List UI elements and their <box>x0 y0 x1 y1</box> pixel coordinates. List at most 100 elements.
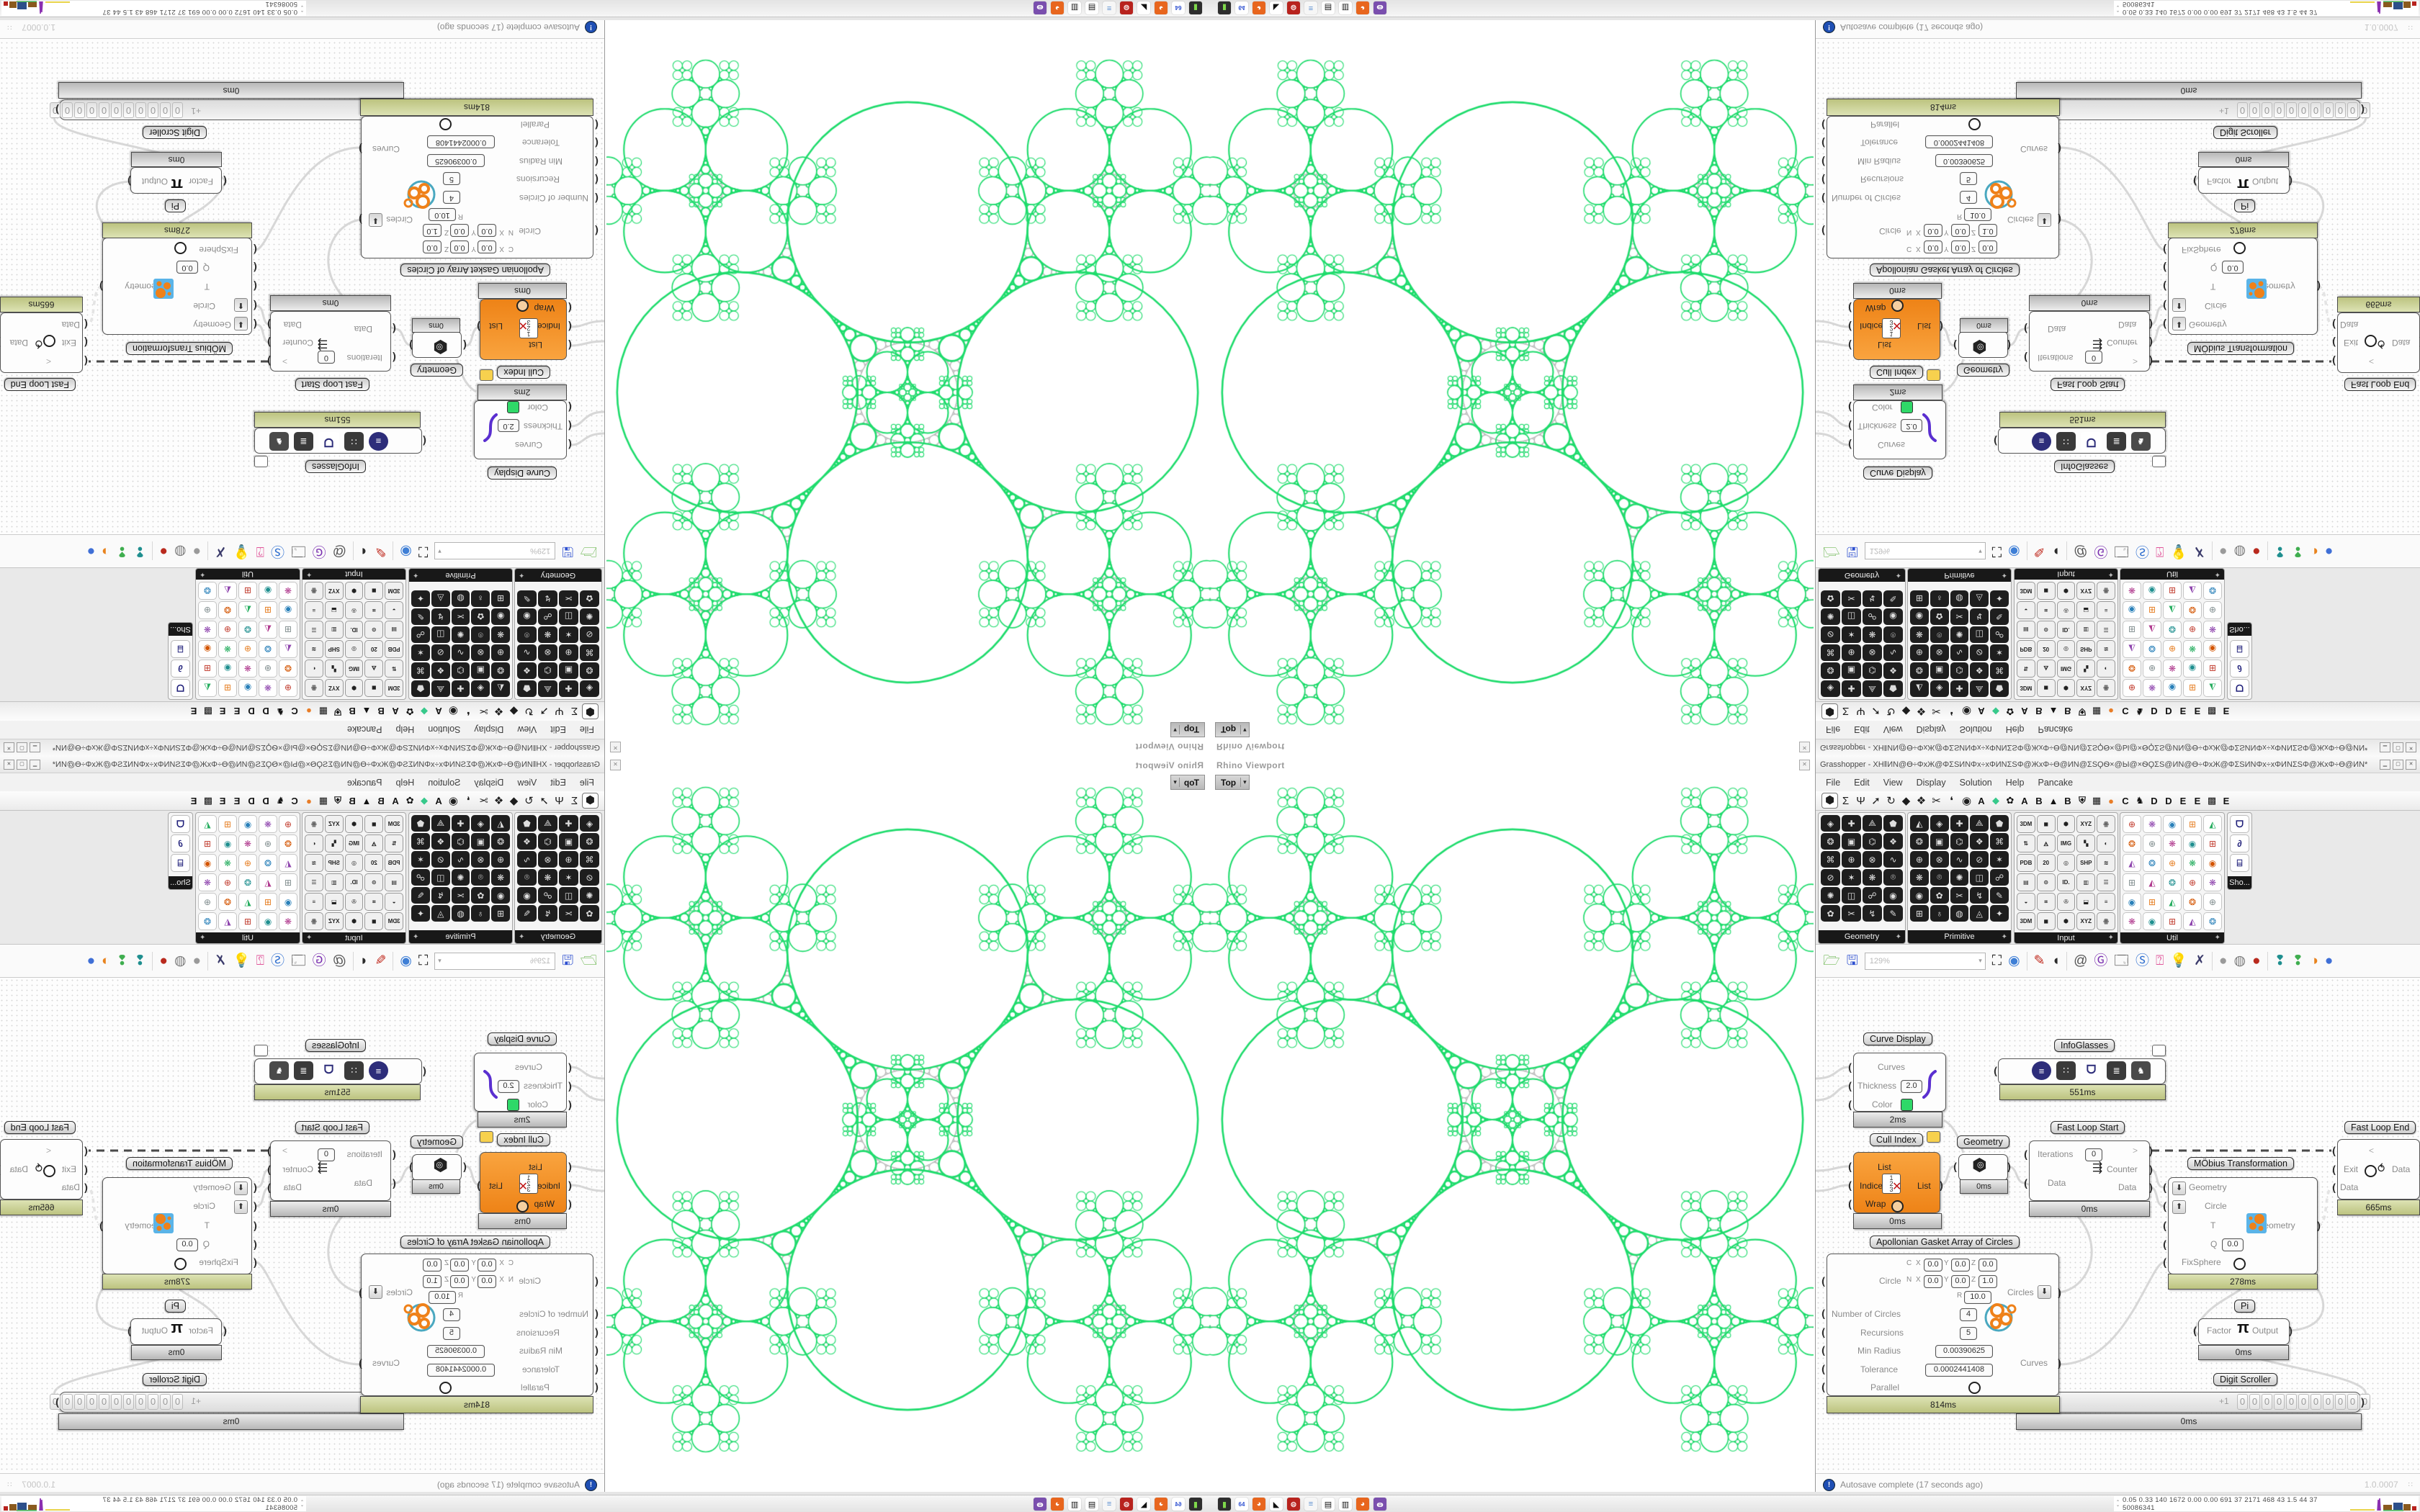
component-icon[interactable]: 🜁 <box>2036 660 2056 678</box>
circles-download-icon[interactable]: ⬇ <box>2038 213 2051 227</box>
component-icon[interactable]: ❋ <box>1910 626 1929 643</box>
component-icon[interactable]: 3DM <box>385 815 403 833</box>
component-icon[interactable]: ⊕ <box>559 644 578 661</box>
viewport-canvas[interactable] <box>1210 756 1814 1490</box>
comment-bubble-icon[interactable] <box>254 456 268 467</box>
component-icon[interactable]: ⊕ <box>2123 815 2141 833</box>
warning-bubble-icon[interactable] <box>1927 369 1940 381</box>
component-icon[interactable]: ≡ <box>305 601 323 619</box>
component-icon[interactable]: ⊞ <box>2163 582 2182 600</box>
menu-item-edit[interactable]: Edit <box>550 724 566 735</box>
infoglasses-tool-icon[interactable]: ⌸ <box>2230 640 2249 658</box>
component-icon[interactable]: ✂ <box>559 590 578 607</box>
node-label-fast-loop-end[interactable]: Fast Loop End <box>4 1121 76 1134</box>
numcircles-value[interactable]: 4 <box>443 191 460 204</box>
digit-cell[interactable]: 0 <box>2274 1394 2285 1410</box>
node-label-fast-loop-end[interactable]: Fast Loop End <box>4 378 76 391</box>
node-label-apollonian[interactable]: Apollonian Gasket Array of Circles <box>400 1236 550 1248</box>
component-icon[interactable]: ❋ <box>2123 912 2141 930</box>
preview-off-icon[interactable]: ● <box>2219 544 2228 559</box>
cx-value[interactable]: 0.0 <box>1924 1259 1942 1272</box>
iterations-value[interactable]: 0 <box>2085 1148 2102 1161</box>
expression-down-icon[interactable]: ⬇ <box>2172 1182 2186 1195</box>
component-icon[interactable]: XYZ <box>324 679 344 697</box>
component-icon[interactable]: ✦ <box>411 590 430 607</box>
color-swatch[interactable] <box>1901 1099 1913 1111</box>
component-icon[interactable]: ❖ <box>517 662 537 679</box>
gha-assembly-icon[interactable]: Ⓖ <box>2094 953 2108 968</box>
component-icon[interactable]: ◭ <box>491 815 510 832</box>
expression-down-icon[interactable]: ⬇ <box>234 1182 248 1195</box>
minimize-button[interactable]: ▁ <box>30 742 40 753</box>
component-icon[interactable]: ◉ <box>2183 660 2202 678</box>
plugin-tab[interactable]: E <box>190 706 197 717</box>
expression-up-icon[interactable]: ⬆ <box>234 1200 248 1214</box>
component-icon[interactable]: ⊕ <box>238 640 257 658</box>
component-icon[interactable]: XYZ <box>2076 582 2096 600</box>
component-icon[interactable]: ⬓ <box>2076 601 2096 619</box>
component-icon[interactable]: ◭ <box>238 893 257 911</box>
plugin-tab[interactable]: ▦ <box>2092 706 2102 717</box>
balloon-green-icon[interactable]: ❢ <box>116 953 128 968</box>
q-value[interactable]: 0.0 <box>2222 1238 2244 1251</box>
component-icon[interactable]: ⊕ <box>2143 660 2161 678</box>
preview-off-icon[interactable]: ● <box>192 544 201 559</box>
component-icon[interactable]: ⊘ <box>431 851 450 868</box>
component-icon[interactable]: ⊙ <box>2036 621 2056 639</box>
component-icon[interactable]: ❖ <box>1883 662 1903 679</box>
digit-cell[interactable]: 0 <box>160 102 171 118</box>
component-icon[interactable]: ❂ <box>2203 582 2222 600</box>
component-icon[interactable]: ◉ <box>517 887 537 904</box>
save-file-icon[interactable]: 🖫 <box>1846 953 1858 968</box>
component-icon[interactable]: ◭ <box>238 601 257 619</box>
infoglasses-tool-icon[interactable]: ⌸ <box>2230 854 2249 872</box>
component-icon[interactable]: ❂ <box>259 854 277 872</box>
plugin-tab[interactable]: B <box>2035 795 2043 806</box>
category-tab-icon[interactable]: Σ <box>1842 705 1850 718</box>
component-icon[interactable]: ◬ <box>431 905 450 922</box>
search-icon[interactable]: Ⓢ <box>2136 953 2150 968</box>
component-icon[interactable]: ◬ <box>1970 590 1989 607</box>
component-icon[interactable]: ☍ <box>1863 887 1882 904</box>
component-icon[interactable]: ❋ <box>198 621 217 639</box>
component-icon[interactable]: ✶ <box>1990 851 2009 868</box>
node-label-cull-index[interactable]: Cull Index <box>1870 366 1923 379</box>
recursions-value[interactable]: 5 <box>443 1327 460 1340</box>
component-icon[interactable]: ▣ <box>1930 662 1949 679</box>
plugin-tab[interactable]: ✿ <box>405 706 414 717</box>
component-icon[interactable]: ⬟ <box>517 680 537 697</box>
component-icon[interactable]: ◫ <box>431 869 450 886</box>
component-icon[interactable]: ❋ <box>538 869 557 886</box>
plugin-tab[interactable]: E <box>2194 706 2201 717</box>
plugin-tab[interactable]: ● <box>306 795 312 806</box>
component-icon[interactable]: ⊕ <box>2123 679 2141 697</box>
component-icon[interactable]: ❂ <box>2143 854 2161 872</box>
digit-cell[interactable]: 0 <box>2249 1394 2260 1410</box>
ny-value[interactable]: 0.0 <box>450 224 469 237</box>
component-icon[interactable]: 3DM <box>2017 582 2035 600</box>
expression-up-icon[interactable]: ⬆ <box>234 298 248 312</box>
component-icon[interactable]: ⊕ <box>1910 851 1929 868</box>
component-icon[interactable]: ⬓ <box>324 893 344 911</box>
circles-download-icon[interactable]: ⬇ <box>2038 1285 2051 1299</box>
component-icon[interactable]: ✶ <box>411 851 430 868</box>
minradius-value[interactable]: 0.00390625 <box>1935 1345 1993 1358</box>
comment-bubble-icon[interactable] <box>254 1045 268 1056</box>
digit-cell[interactable]: 0 <box>2360 1394 2370 1410</box>
menu-item-pancake[interactable]: Pancake <box>2038 777 2074 788</box>
component-icon[interactable]: ⊞ <box>218 815 237 833</box>
component-icon[interactable]: ✶ <box>1842 869 1861 886</box>
infoglasses-tool-icon[interactable]: ᗜ <box>2230 815 2249 833</box>
component-icon[interactable]: ✂ <box>451 608 470 625</box>
plugin-tab[interactable]: ● <box>306 706 312 717</box>
component-icon[interactable]: ❂ <box>259 640 277 658</box>
category-tab-icon[interactable]: ◉ <box>448 795 459 807</box>
parallel-radio[interactable] <box>1968 1382 1981 1394</box>
circles-download-icon[interactable]: ⬇ <box>369 1285 382 1299</box>
plugin-tab[interactable]: E <box>233 795 241 806</box>
component-icon[interactable]: ◭ <box>2123 640 2141 658</box>
digit-cell[interactable]: 0 <box>2323 1394 2334 1410</box>
component-icon[interactable]: ❋ <box>2143 815 2161 833</box>
component-icon[interactable]: ▤ <box>2017 621 2035 639</box>
zoom-extents-icon[interactable]: ⛶ <box>418 953 429 968</box>
